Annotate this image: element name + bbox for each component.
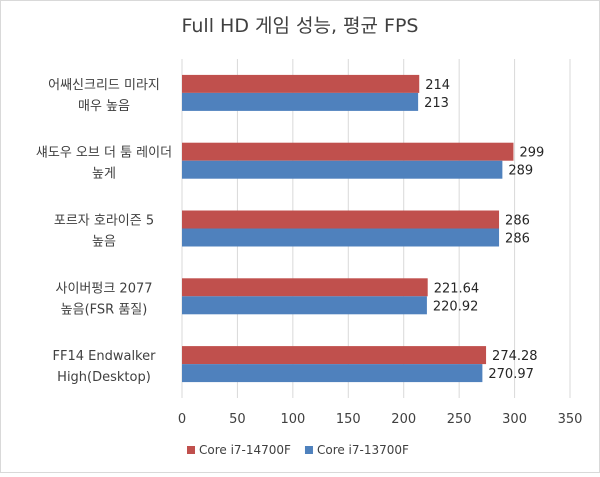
legend-label: Core i7-14700F [199, 443, 291, 457]
x-tick-label: 50 [229, 412, 246, 427]
category-label: FF14 Endwalker [53, 349, 157, 364]
legend-label: Core i7-13700F [317, 443, 409, 457]
chart-title: Full HD 게임 성능, 평균 FPS [182, 15, 419, 37]
data-label: 289 [508, 164, 533, 179]
data-label: 213 [424, 96, 449, 111]
x-axis-ticks: 0 50 100 150 200 250 300 350 [178, 412, 583, 427]
data-label: 286 [505, 214, 530, 229]
x-tick-label: 150 [336, 412, 361, 427]
bar [182, 346, 487, 365]
bar [182, 278, 428, 297]
data-label: 299 [519, 146, 544, 161]
legend-swatch [304, 446, 313, 454]
category-label: 어쌔신크리드 미라지 [48, 78, 160, 93]
category-label: 섀도우 오브 더 툼 레이더 [36, 146, 172, 161]
x-tick-label: 350 [558, 412, 583, 427]
data-label: 270.97 [488, 367, 534, 382]
bar [182, 74, 420, 93]
legend: Core i7-14700F Core i7-13700F [187, 443, 409, 457]
category-label: 사이버펑크 2077 [55, 281, 152, 296]
data-label: 286 [505, 232, 530, 247]
legend-swatch [187, 446, 195, 454]
x-tick-label: 0 [178, 412, 186, 427]
category-label: High(Desktop) [57, 370, 151, 385]
category-label: 높음(FSR 품질) [61, 302, 148, 317]
x-tick-label: 200 [391, 412, 416, 427]
x-tick-label: 300 [502, 412, 527, 427]
bars: 214 213 299 289 286 286 221.64 220.92 274.28 270.… [182, 74, 544, 383]
data-label: 214 [425, 78, 450, 93]
bar [182, 228, 500, 247]
bar [182, 364, 483, 383]
category-label: 매우 높음 [78, 99, 130, 114]
data-label: 221.64 [434, 281, 480, 296]
bar [182, 210, 500, 229]
bar [182, 296, 427, 315]
bar [182, 142, 514, 161]
bar [182, 92, 419, 111]
category-label: 포르자 호라이즌 5 [54, 214, 154, 229]
bar [182, 160, 503, 179]
category-label: 높게 [92, 167, 116, 182]
x-tick-label: 100 [280, 412, 305, 427]
category-label: 높음 [92, 235, 116, 250]
x-tick-label: 250 [447, 412, 472, 427]
data-label: 220.92 [433, 299, 479, 314]
data-label: 274.28 [492, 349, 538, 364]
